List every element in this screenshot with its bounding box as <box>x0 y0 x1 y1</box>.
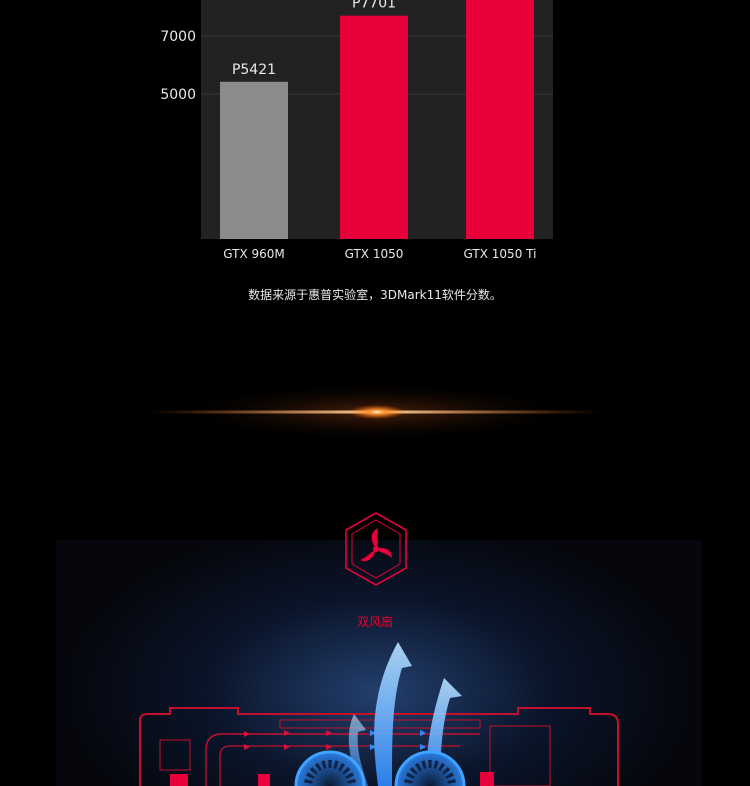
lens-flare-glow <box>150 382 600 442</box>
chart-svg: 7000 5000 P5421 GTX 960M P7701 GTX 1050 GTX 10… <box>160 0 553 261</box>
benchmark-chart: 7000 5000 P5421 GTX 960M P7701 GTX 1050 GTX 10… <box>0 0 750 270</box>
bar-value-label: P5421 <box>232 62 276 78</box>
fan-section-title: 双风扇 <box>356 615 393 629</box>
category-label: GTX 1050 <box>345 247 404 261</box>
category-label: GTX 1050 Ti <box>464 247 537 261</box>
category-label: GTX 960M <box>223 247 285 261</box>
bar <box>220 81 288 239</box>
y-tick-label: 7000 <box>160 29 196 45</box>
source-note: 数据来源于惠普实验室，3DMark11软件分数。 <box>248 288 502 302</box>
fan-icon <box>345 512 407 586</box>
bar <box>466 0 534 239</box>
bar-value-label: P7701 <box>352 0 396 12</box>
laptop-cooling-diagram <box>139 642 619 786</box>
y-tick-label: 5000 <box>160 87 196 103</box>
bar <box>340 15 408 239</box>
